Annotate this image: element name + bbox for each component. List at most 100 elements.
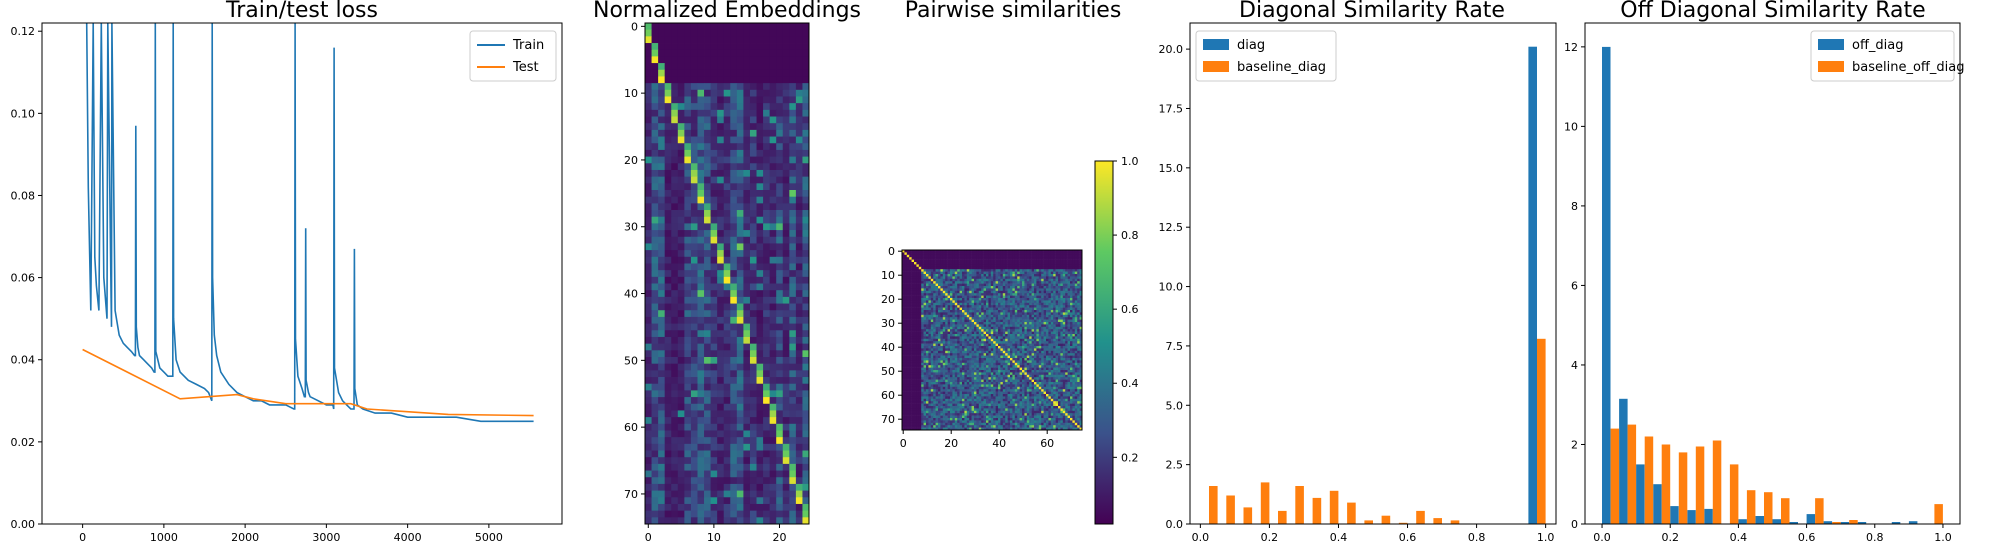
heatmap-cell	[1067, 257, 1071, 260]
heatmap-cell	[1000, 312, 1004, 316]
heatmap-cell	[789, 156, 797, 164]
heatmap-cell	[795, 89, 803, 97]
heatmap-cell	[645, 270, 652, 278]
heatmap-cell	[923, 322, 927, 325]
heatmap-cell	[923, 286, 927, 289]
heatmap-cell	[776, 503, 784, 512]
heatmap-cell	[916, 257, 920, 260]
heatmap-cell	[914, 310, 917, 313]
heatmap-cell	[940, 254, 944, 258]
heatmap-cell	[988, 293, 992, 296]
heatmap-cell	[923, 288, 927, 292]
heatmap-cell	[671, 457, 679, 465]
heatmap-cell	[1026, 250, 1030, 253]
heatmap-cell	[940, 274, 944, 277]
heatmap-cell	[954, 295, 958, 299]
heatmap-cell	[998, 290, 1001, 294]
heatmap-cell	[677, 69, 685, 77]
heatmap-cell	[1062, 307, 1066, 311]
heatmap-cell	[911, 295, 915, 299]
heatmap-cell	[918, 343, 922, 347]
heatmap-cell	[658, 183, 666, 191]
heatmap-cell	[978, 331, 982, 335]
heatmap-cell	[945, 264, 948, 268]
heatmap-cell	[1048, 290, 1052, 294]
heatmap-cell	[966, 269, 970, 272]
heatmap-cell	[664, 236, 672, 244]
heatmap-cell	[966, 317, 970, 320]
x-tick-label: 5000	[475, 531, 503, 544]
heatmap-cell	[1024, 254, 1028, 258]
heatmap-cell	[954, 305, 958, 308]
heatmap-cell	[677, 129, 685, 137]
heatmap-cell	[1070, 310, 1073, 313]
heatmap-cell	[1072, 302, 1076, 306]
heatmap-cell	[697, 370, 705, 378]
heatmap-cell	[945, 276, 948, 280]
heatmap-cell	[1012, 278, 1016, 282]
heatmap-cell	[730, 350, 738, 358]
heatmap-cell	[959, 302, 963, 306]
heatmap-cell	[986, 269, 989, 272]
heatmap-cell	[902, 264, 905, 268]
heatmap-cell	[1026, 262, 1030, 265]
heatmap-cell	[677, 270, 685, 278]
heatmap-cell	[802, 296, 810, 304]
heatmap-cell	[933, 250, 936, 253]
heatmap-cell	[769, 283, 777, 291]
heatmap-cell	[998, 331, 1001, 335]
heatmap-cell	[802, 263, 810, 271]
heatmap-cell	[1000, 250, 1004, 253]
heatmap-cell	[904, 281, 908, 284]
heatmap-cell	[995, 274, 999, 277]
heatmap-cell	[651, 323, 659, 331]
heatmap-cell	[782, 129, 790, 137]
heatmap-cell	[978, 314, 982, 318]
heatmap-cell	[1043, 252, 1047, 256]
heatmap-cell	[1060, 331, 1064, 335]
heatmap-cell	[952, 322, 956, 325]
heatmap-cell	[802, 136, 810, 144]
heatmap-cell	[918, 254, 922, 258]
heatmap-cell	[710, 169, 718, 178]
heatmap-cell	[993, 269, 996, 272]
heatmap-cell	[988, 331, 992, 335]
heatmap-cell	[697, 303, 705, 311]
heatmap-cell	[1067, 302, 1071, 306]
heatmap-cell	[1007, 302, 1011, 306]
heatmap-cell	[802, 83, 810, 91]
heatmap-cell	[1077, 257, 1080, 260]
heatmap-cell	[789, 350, 797, 358]
heatmap-cell	[1048, 266, 1052, 270]
heatmap-cell	[769, 149, 777, 157]
heatmap-cell	[978, 338, 982, 342]
heatmap-cell	[1072, 317, 1076, 320]
heatmap-cell	[677, 263, 685, 271]
heatmap-cell	[795, 236, 803, 244]
heatmap-cell	[1026, 312, 1030, 316]
heatmap-cell	[969, 262, 972, 265]
heatmap-cell	[704, 477, 711, 485]
heatmap-cell	[1014, 312, 1018, 316]
heatmap-cell	[658, 390, 666, 398]
y-tick-label: 0.04	[11, 354, 36, 367]
heatmap-cell	[998, 250, 1001, 253]
heatmap-cell	[743, 370, 751, 378]
heatmap-cell	[769, 276, 777, 284]
heatmap-cell	[930, 274, 934, 277]
heatmap-cell	[909, 324, 912, 328]
heatmap-cell	[782, 103, 790, 111]
heatmap-cell	[645, 156, 652, 164]
heatmap-cell	[710, 43, 718, 51]
heatmap-cell	[1077, 298, 1080, 301]
heatmap-cell	[904, 262, 908, 265]
heatmap-cell	[1024, 322, 1028, 325]
heatmap-cell	[933, 319, 936, 323]
heatmap-cell	[1007, 317, 1011, 320]
heatmap-cell	[684, 390, 692, 398]
heatmap-cell	[911, 336, 915, 340]
heatmap-cell	[1058, 252, 1061, 256]
heatmap-cell	[789, 450, 797, 458]
heatmap-cell	[1005, 278, 1008, 282]
heatmap-cell	[664, 149, 672, 157]
